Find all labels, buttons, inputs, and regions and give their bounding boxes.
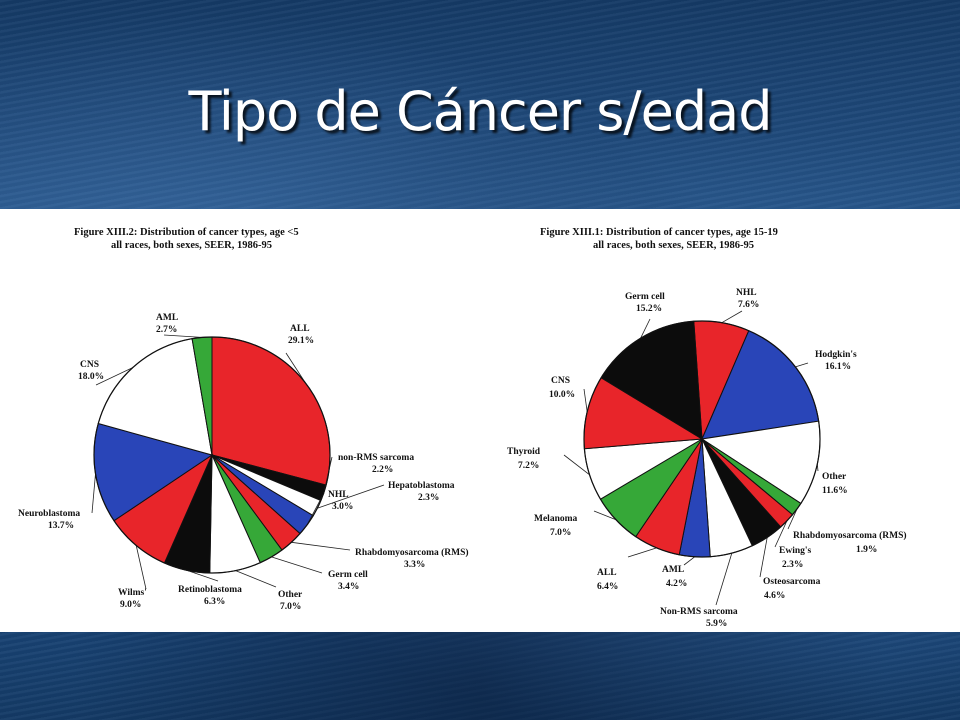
right-figure-title: Figure XIII.1: Distribution of cancer ty… [540, 227, 778, 238]
leader-line [91, 473, 96, 514]
slice-value-label: 3.0% [332, 502, 353, 512]
slice-value-label: 29.1% [288, 336, 314, 346]
slice-value-label: 10.0% [549, 390, 575, 400]
leader-line [285, 352, 306, 384]
slice-value-label: 6.3% [204, 597, 225, 607]
slice-value-label: 13.7% [48, 521, 74, 531]
leader-line [317, 484, 385, 509]
leader-line [759, 537, 768, 578]
slice-value-label: 7.0% [550, 528, 571, 538]
slice-label: Osteosarcoma [763, 577, 821, 587]
slice-value-label: 4.6% [764, 591, 785, 601]
slice-label: Other [278, 590, 303, 600]
slice-label: CNS [551, 376, 570, 386]
slice-label: ALL [597, 568, 617, 578]
leader-line [721, 310, 743, 324]
leader-line [627, 547, 657, 558]
slice-label: Rhabdomyosarcoma (RMS) [793, 530, 907, 541]
pie-outline [93, 336, 331, 574]
leader-line [235, 570, 277, 588]
leader-line [593, 510, 617, 521]
leader-line [563, 454, 590, 476]
slide-title: Tipo de Cáncer s/edad [188, 80, 773, 143]
slice-label: Hodgkin's [815, 350, 857, 360]
slice-label: NHL [328, 490, 349, 500]
leader-line [787, 509, 798, 530]
pie-chart-age-15-19: NHL 7.6% Hodgkin's 16.1% Other 11.6% Rhabdomyo… [507, 288, 907, 629]
slice-value-label: 5.9% [706, 619, 727, 629]
slice-label: Neuroblastoma [18, 509, 80, 519]
slice-value-label: 3.4% [338, 582, 359, 592]
slice-value-label: 6.4% [597, 582, 618, 592]
slice-value-label: 2.7% [156, 325, 177, 335]
slice-label: AML [662, 565, 684, 575]
figure-panel: Figure XIII.2: Distribution of cancer ty… [0, 209, 960, 632]
slice-value-label: 2.3% [782, 560, 803, 570]
slice-label: Germ cell [328, 570, 368, 580]
slice-value-label: 7.6% [738, 300, 759, 310]
slice-label: non-RMS sarcoma [338, 453, 414, 463]
slice-value-label: 3.3% [404, 560, 425, 570]
leader-line [135, 545, 147, 590]
slice-value-label: 4.2% [666, 579, 687, 589]
slice-value-label: 9.0% [120, 600, 141, 610]
leader-line [291, 541, 351, 551]
slice-value-label: 15.2% [636, 304, 662, 314]
right-figure-subtitle: all races, both sexes, SEER, 1986-95 [593, 240, 754, 251]
slice-label: Wilms' [118, 588, 147, 598]
slice-label: ALL [290, 324, 310, 334]
leader-line [715, 553, 733, 606]
slice-label: Hepatoblastoma [388, 481, 455, 491]
slice-value-label: 7.2% [518, 461, 539, 471]
slice-label: Rhabdomyosarcoma (RMS) [355, 547, 469, 558]
leader-line [95, 367, 134, 386]
pie-chart-age-under-5: ALL 29.1% non-RMS sarcoma 2.2% Hepatoblastom… [18, 313, 469, 612]
leader-line [774, 520, 788, 548]
slice-value-label: 16.1% [825, 362, 851, 372]
slice-label: Retinoblastoma [178, 585, 242, 595]
slice-value-label: 1.9% [856, 545, 877, 555]
slice-label: NHL [736, 288, 757, 298]
leader-line [683, 556, 695, 566]
slice-label: Melanoma [534, 514, 578, 524]
leader-line [186, 569, 219, 582]
left-figure-subtitle: all races, both sexes, SEER, 1986-95 [111, 240, 272, 251]
slice-label: Non-RMS sarcoma [660, 607, 738, 617]
leader-line [640, 318, 651, 339]
slice-value-label: 7.0% [280, 602, 301, 612]
slice-label: AML [156, 313, 178, 323]
slice-label: CNS [80, 360, 99, 370]
slice-label: Germ cell [625, 292, 665, 302]
leader-line [163, 334, 203, 338]
slice-label: Ewing's [779, 546, 812, 556]
slice-label: Thyroid [507, 447, 541, 457]
leader-line [583, 388, 588, 412]
slice-value-label: 11.6% [822, 486, 848, 496]
slice-label: Other [822, 472, 847, 482]
slice-value-label: 2.3% [418, 493, 439, 503]
left-figure-title: Figure XIII.2: Distribution of cancer ty… [74, 227, 299, 238]
slice-value-label: 2.2% [372, 465, 393, 475]
pie-outline [583, 320, 821, 558]
leader-line [271, 556, 323, 574]
leader-line [795, 362, 809, 368]
pie-charts: ALL 29.1% non-RMS sarcoma 2.2% Hepatoblastom… [18, 288, 907, 629]
slice-value-label: 18.0% [78, 372, 104, 382]
